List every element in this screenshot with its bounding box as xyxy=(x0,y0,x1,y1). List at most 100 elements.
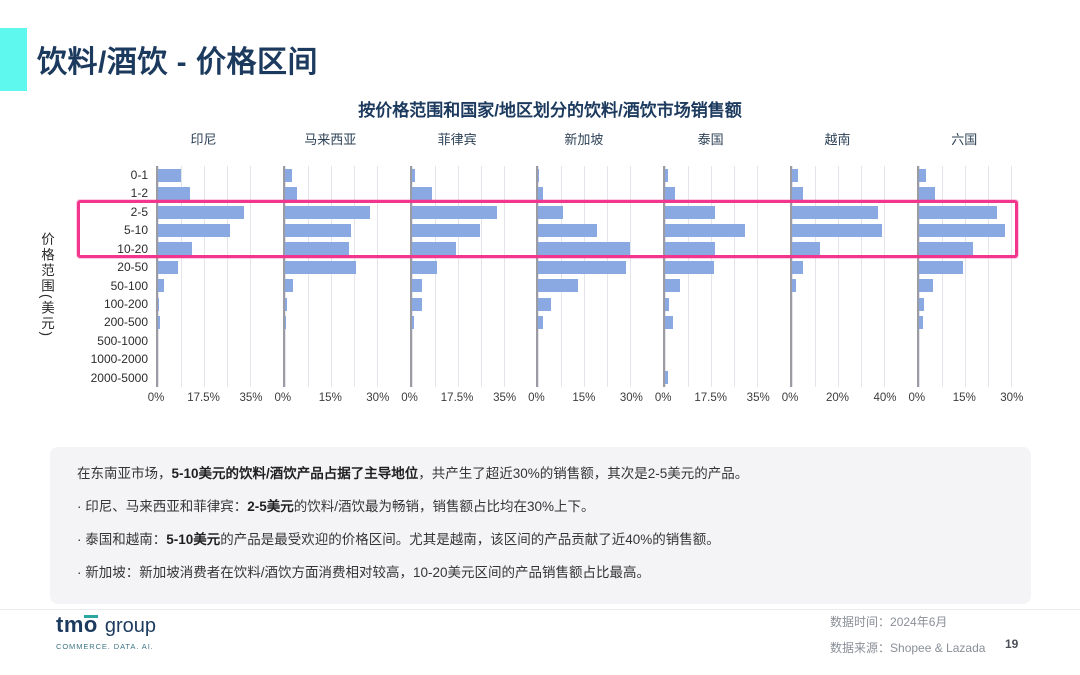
bar xyxy=(665,279,680,293)
bar xyxy=(284,297,287,311)
country-header: 菲律宾 xyxy=(437,132,477,147)
category-label: 500-1000 xyxy=(97,333,148,348)
summary-text-bold: 5-10美元 xyxy=(166,532,221,547)
bar xyxy=(665,297,669,311)
category-label: 2000-5000 xyxy=(90,370,148,385)
footer-divider xyxy=(0,609,1080,610)
category-label: 10-20 xyxy=(117,241,148,256)
category-label: 200-500 xyxy=(103,315,148,330)
summary-text: 的产品是最受欢迎的价格区间。尤其是越南，该区间的产品贡献了近40%的销售额。 xyxy=(220,532,720,547)
x-tick-label: 0% xyxy=(147,392,165,404)
bar xyxy=(411,316,414,330)
logo-o-macron: o xyxy=(83,612,98,637)
bar xyxy=(918,242,974,256)
x-tick-label: 17.5% xyxy=(694,392,727,404)
bar xyxy=(411,168,415,182)
slide-title: 饮料/酒饮 - 价格区间 xyxy=(37,46,318,79)
bar xyxy=(411,242,457,256)
summary-line: · 新加坡：新加坡消费者在饮料/酒饮方面消费相对较高，10-20美元区间的产品销… xyxy=(77,563,1004,583)
summary-line: · 印尼、马来西亚和菲律宾：2-5美元的饮料/酒饮最为畅销，销售额占比均在30%… xyxy=(77,497,1004,517)
bar xyxy=(411,279,422,293)
bar xyxy=(665,371,668,385)
bar xyxy=(158,242,193,256)
bar xyxy=(665,242,715,256)
bar xyxy=(665,205,716,219)
bar xyxy=(158,223,230,237)
category-label: 100-200 xyxy=(103,296,148,311)
bar xyxy=(918,297,925,311)
summary-text-bold: 2-5美元 xyxy=(247,499,294,514)
data-source: 数据来源：Shopee & Lazada xyxy=(830,639,985,656)
page-number: 19 xyxy=(1005,637,1019,651)
x-tick-label: 15% xyxy=(952,392,976,404)
title-accent-bar xyxy=(0,28,27,91)
bar xyxy=(918,168,927,182)
bar xyxy=(284,223,352,237)
bar xyxy=(538,297,551,311)
tmo-logo: tmo group COMMERCE. DATA. AI. xyxy=(56,612,156,652)
x-tick-label: 30% xyxy=(366,392,390,404)
bar xyxy=(665,260,714,274)
summary-panel: 在东南亚市场，5-10美元的饮料/酒饮产品占据了主导地位，共产生了超近30%的销… xyxy=(50,447,1031,604)
category-label: 1000-2000 xyxy=(90,352,148,367)
category-label: 20-50 xyxy=(117,260,148,275)
bar xyxy=(538,260,626,274)
summary-text: · 泰国和越南： xyxy=(77,532,167,547)
bar xyxy=(538,205,564,219)
x-tick-label: 35% xyxy=(239,392,263,404)
category-label: 50-100 xyxy=(110,278,148,293)
country-header: 马来西亚 xyxy=(304,132,357,147)
summary-text: 在东南亚市场， xyxy=(77,466,172,481)
x-tick-label: 0% xyxy=(654,392,672,404)
bar xyxy=(284,242,349,256)
data-time-label: 数据时间： xyxy=(830,615,891,629)
x-tick-label: 15% xyxy=(318,392,342,404)
bar xyxy=(792,168,798,182)
bar xyxy=(792,223,883,237)
bar xyxy=(411,260,437,274)
logo-suffix: group xyxy=(104,615,156,637)
bar xyxy=(792,260,803,274)
x-tick-label: 0% xyxy=(908,392,926,404)
bar xyxy=(411,205,497,219)
category-label: 2-5 xyxy=(130,204,148,219)
data-source-value: Shopee & Lazada xyxy=(890,641,986,655)
country-header: 泰国 xyxy=(697,132,724,147)
bar xyxy=(158,260,178,274)
bar xyxy=(918,223,1006,237)
x-tick-label: 0% xyxy=(401,392,418,404)
bar xyxy=(538,316,544,330)
bar xyxy=(792,279,796,293)
bar xyxy=(284,168,293,182)
bar xyxy=(792,205,879,219)
data-source-label: 数据来源： xyxy=(830,641,891,655)
bar xyxy=(538,279,578,293)
x-tick-label: 0% xyxy=(781,392,799,404)
x-tick-label: 40% xyxy=(873,392,897,404)
bar xyxy=(284,279,294,293)
summary-text: · 新加坡：新加坡消费者在饮料/酒饮方面消费相对较高，10-20美元区间的产品销… xyxy=(77,565,651,580)
bar xyxy=(792,187,804,201)
category-label: 5-10 xyxy=(123,223,148,238)
bar xyxy=(918,316,924,330)
category-label: 1-2 xyxy=(130,186,148,201)
bar xyxy=(918,260,963,274)
bar xyxy=(284,316,286,330)
bar xyxy=(158,297,160,311)
x-tick-label: 0% xyxy=(274,392,292,404)
bar xyxy=(918,187,935,201)
logo-tagline: COMMERCE. DATA. AI. xyxy=(56,642,154,651)
footer-meta: 数据时间：2024年6月 数据来源：Shopee & Lazada xyxy=(830,613,985,665)
bar xyxy=(284,187,297,201)
x-tick-label: 20% xyxy=(825,392,850,404)
x-tick-label: 35% xyxy=(493,392,517,404)
x-tick-label: 0% xyxy=(528,392,545,404)
country-header: 六国 xyxy=(951,132,978,147)
bar xyxy=(411,297,423,311)
bar xyxy=(538,242,630,256)
summary-text: 的饮料/酒饮最为畅销，销售额占比均在30%上下。 xyxy=(293,499,595,514)
highlight-box xyxy=(77,199,1018,259)
summary-line: · 泰国和越南：5-10美元的产品是最受欢迎的价格区间。尤其是越南，该区间的产品… xyxy=(77,530,1004,550)
bar xyxy=(792,242,820,256)
